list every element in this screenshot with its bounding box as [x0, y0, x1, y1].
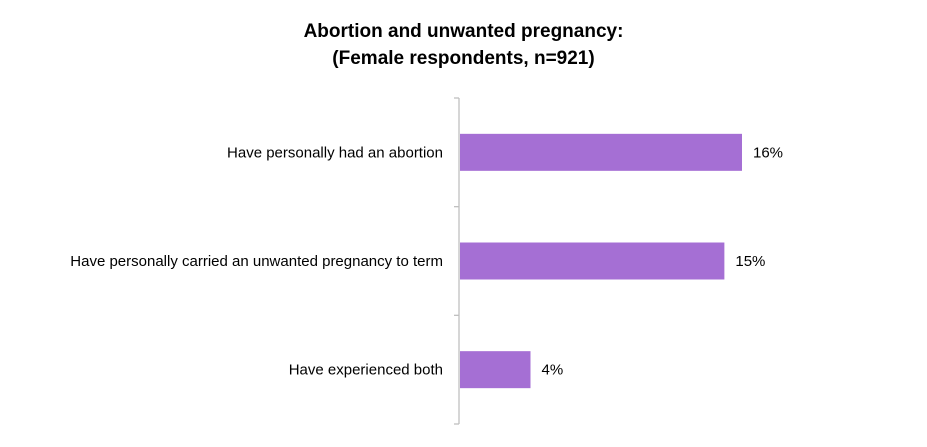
- data-label-1: 16%: [753, 144, 783, 161]
- data-label-2: 15%: [735, 253, 765, 270]
- category-label-1: Have personally had an abortion: [227, 144, 443, 161]
- bar-1: [460, 133, 742, 171]
- bar-3: [460, 351, 531, 389]
- chart-title: Abortion and unwanted pregnancy:: [303, 21, 624, 42]
- chart-title-block: Abortion and unwanted pregnancy: (Female…: [0, 18, 927, 72]
- chart-subtitle: (Female respondents, n=921): [332, 48, 595, 69]
- label-layer: Have personally had an abortion 16% Have p…: [70, 144, 783, 378]
- category-label-3: Have experienced both: [289, 362, 443, 379]
- bar-2: [460, 242, 725, 280]
- data-label-3: 4%: [542, 362, 564, 379]
- axis-layer: [454, 97, 460, 425]
- category-label-2: Have personally carried an unwanted preg…: [70, 253, 443, 270]
- bar-layer: [460, 133, 742, 389]
